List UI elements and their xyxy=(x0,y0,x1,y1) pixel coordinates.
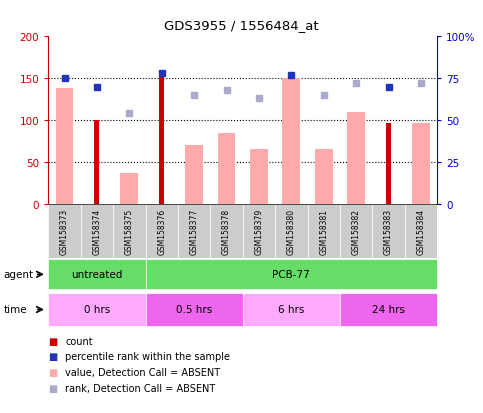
Bar xyxy=(315,150,333,204)
Text: time: time xyxy=(4,305,28,315)
Bar xyxy=(242,293,340,326)
Bar xyxy=(178,204,210,258)
Bar xyxy=(340,204,372,258)
Bar xyxy=(48,293,145,326)
Bar xyxy=(185,146,203,204)
Bar xyxy=(120,173,138,204)
Bar xyxy=(145,204,178,258)
Bar xyxy=(412,123,430,204)
Text: GSM158380: GSM158380 xyxy=(287,209,296,255)
Text: GSM158383: GSM158383 xyxy=(384,209,393,255)
Text: ■: ■ xyxy=(48,351,57,361)
Text: ■: ■ xyxy=(48,336,57,346)
Text: rank, Detection Call = ABSENT: rank, Detection Call = ABSENT xyxy=(65,383,215,393)
Bar xyxy=(386,123,391,204)
Text: GSM158373: GSM158373 xyxy=(60,209,69,255)
Bar xyxy=(48,204,81,258)
Text: value, Detection Call = ABSENT: value, Detection Call = ABSENT xyxy=(65,367,220,377)
Bar xyxy=(250,150,268,204)
Bar xyxy=(308,204,340,258)
Text: percentile rank within the sample: percentile rank within the sample xyxy=(65,351,230,361)
Bar xyxy=(283,79,300,204)
Bar xyxy=(275,204,308,258)
Text: GSM158379: GSM158379 xyxy=(255,209,263,255)
Bar xyxy=(218,133,235,204)
Text: ■: ■ xyxy=(48,367,57,377)
Bar xyxy=(372,204,405,258)
Bar xyxy=(347,112,365,204)
Text: GDS3955 / 1556484_at: GDS3955 / 1556484_at xyxy=(164,19,319,31)
Text: PCB-77: PCB-77 xyxy=(272,270,310,280)
Bar xyxy=(81,204,113,258)
Text: 24 hrs: 24 hrs xyxy=(372,305,405,315)
Text: GSM158375: GSM158375 xyxy=(125,209,134,255)
Bar xyxy=(159,71,164,204)
Text: GSM158384: GSM158384 xyxy=(416,209,426,255)
Bar xyxy=(113,204,145,258)
Bar xyxy=(210,204,242,258)
Text: GSM158381: GSM158381 xyxy=(319,209,328,255)
Bar xyxy=(56,89,73,204)
Bar xyxy=(340,293,437,326)
Bar xyxy=(145,260,437,290)
Bar xyxy=(48,260,145,290)
Bar xyxy=(95,121,99,204)
Text: agent: agent xyxy=(4,270,34,280)
Text: GSM158374: GSM158374 xyxy=(92,209,101,255)
Text: GSM158377: GSM158377 xyxy=(190,209,199,255)
Text: 0 hrs: 0 hrs xyxy=(84,305,110,315)
Text: untreated: untreated xyxy=(71,270,123,280)
Text: GSM158376: GSM158376 xyxy=(157,209,166,255)
Text: ■: ■ xyxy=(48,383,57,393)
Bar xyxy=(145,293,242,326)
Text: count: count xyxy=(65,336,93,346)
Text: 6 hrs: 6 hrs xyxy=(278,305,304,315)
Bar xyxy=(242,204,275,258)
Text: GSM158382: GSM158382 xyxy=(352,209,361,255)
Text: 0.5 hrs: 0.5 hrs xyxy=(176,305,212,315)
Bar xyxy=(405,204,437,258)
Text: GSM158378: GSM158378 xyxy=(222,209,231,255)
